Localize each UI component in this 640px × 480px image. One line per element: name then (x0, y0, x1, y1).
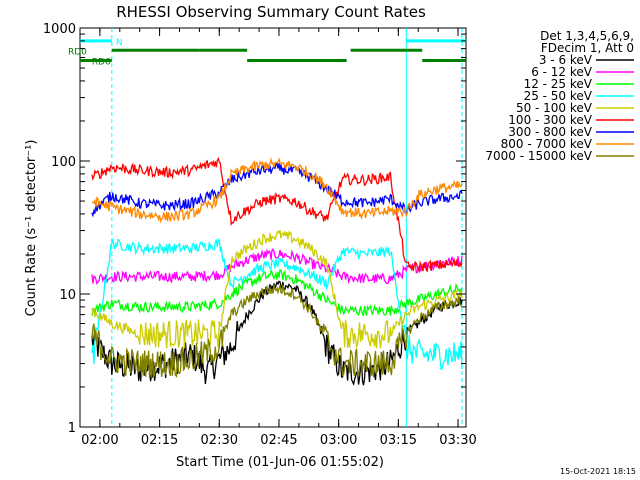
legend-label: 300 - 800 keV (508, 125, 592, 139)
legend-label: 25 - 50 keV (524, 89, 593, 103)
x-tick-label: 02:00 (81, 433, 118, 448)
x-tick-label: 02:45 (260, 433, 297, 448)
chart-title: RHESSI Observing Summary Count Rates (116, 3, 426, 21)
y-tick-label: 1 (68, 421, 76, 436)
legend-label: 100 - 300 keV (508, 113, 592, 127)
x-tick-label: 03:30 (439, 433, 476, 448)
series-line-2 (91, 247, 463, 286)
x-tick-label: 02:30 (201, 433, 238, 448)
legend-label: 50 - 100 keV (516, 101, 593, 115)
series-line-3 (91, 268, 463, 317)
footer-timestamp: 15-Oct-2021 18:15 (560, 467, 636, 476)
series-layer (91, 156, 463, 386)
legend-header-line-2: FDecim 1, Att 0 (541, 41, 634, 55)
legend: Det 1,3,4,5,6,9, FDecim 1, Att 0 3 - 6 k… (485, 29, 634, 163)
x-tick-label: 02:15 (141, 433, 178, 448)
legend-label: 7000 - 15000 keV (485, 149, 592, 163)
x-tick-label: 03:00 (320, 433, 357, 448)
flag-label-rd0: RD0 (68, 47, 87, 57)
y-tick-label: 1000 (43, 22, 76, 37)
series-line-6 (91, 156, 463, 274)
flag-bars: RD0 RD6 N (68, 38, 466, 67)
series-line-9 (91, 284, 463, 379)
series-line-7 (91, 162, 463, 218)
flag-label-rd6: RD6 (92, 57, 111, 67)
legend-header-line-1: Det 1,3,4,5,6,9, (540, 29, 634, 43)
flag-label-n: N (116, 38, 123, 48)
series-line-5 (91, 229, 463, 350)
legend-label: 800 - 7000 keV (501, 137, 593, 151)
x-axis: 02:00 02:15 02:30 02:45 03:00 03:15 03:30 (79, 28, 477, 448)
y-axis-label: Count Rate (s⁻¹ detector⁻¹) (24, 140, 39, 317)
legend-label: 6 - 12 keV (531, 65, 593, 79)
plot-frame (79, 27, 467, 428)
x-tick-label: 03:15 (380, 433, 417, 448)
plot-area: RD0 RD6 N (68, 27, 467, 428)
y-axis: 1 10 100 1000 (43, 22, 466, 436)
legend-label: 3 - 6 keV (539, 53, 593, 67)
y-tick-label: 100 (51, 155, 76, 170)
y-tick-label: 10 (59, 288, 76, 303)
series-line-8 (91, 157, 463, 224)
series-line-4 (91, 237, 463, 370)
legend-label: 12 - 25 keV (524, 77, 593, 91)
x-axis-label: Start Time (01-Jun-06 01:55:02) (176, 455, 384, 470)
